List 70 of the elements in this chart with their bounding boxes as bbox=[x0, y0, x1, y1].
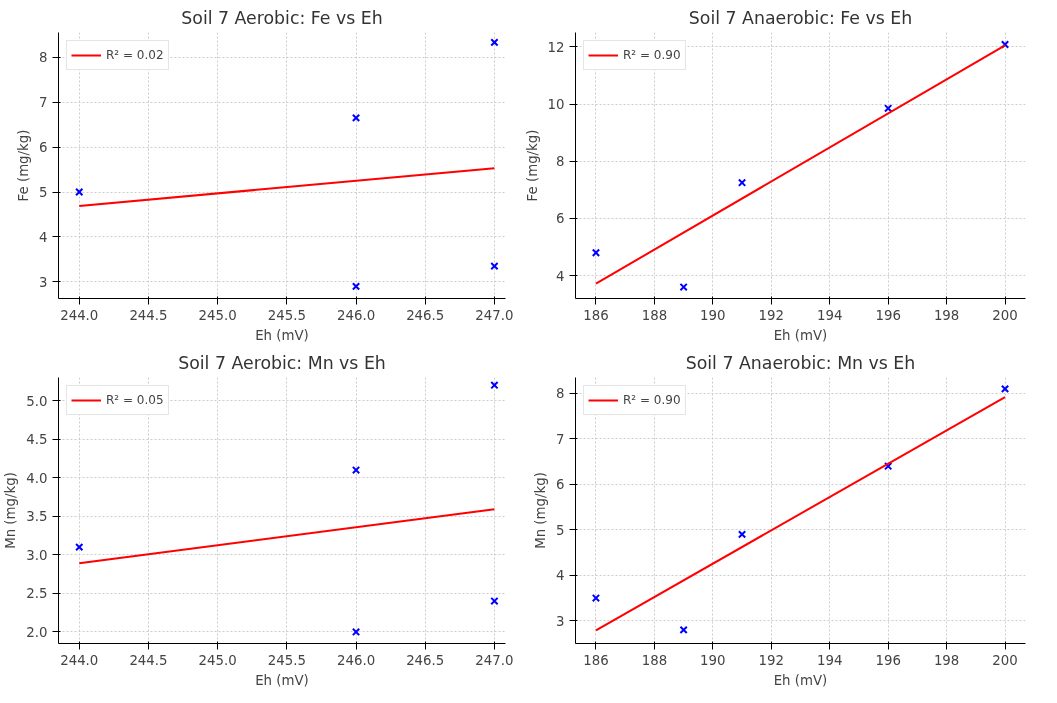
y-tick-label: 4 bbox=[39, 229, 48, 245]
y-tick-label: 6 bbox=[556, 211, 565, 227]
y-tick-label: 4 bbox=[556, 568, 565, 584]
y-axis-title: Mn (mg/kg) bbox=[3, 472, 19, 549]
x-tick-label: 194 bbox=[817, 307, 843, 323]
y-tick-label: 8 bbox=[556, 154, 565, 170]
x-tick-label: 244.0 bbox=[60, 307, 99, 323]
x-tick-label: 244.0 bbox=[60, 652, 99, 668]
x-tick-label: 247.0 bbox=[475, 307, 514, 323]
chart-title: Soil 7 Anaerobic: Fe vs Eh bbox=[688, 7, 913, 28]
chart-title: Soil 7 Aerobic: Mn vs Eh bbox=[178, 352, 386, 373]
x-tick-label: 196 bbox=[875, 652, 901, 668]
x-tick-label: 186 bbox=[583, 652, 609, 668]
legend-label: R² = 0.90 bbox=[623, 48, 681, 62]
x-tick-label: 194 bbox=[817, 652, 843, 668]
x-axis-title: Eh (mV) bbox=[255, 327, 309, 343]
y-tick-label: 3 bbox=[39, 274, 48, 290]
x-axis-title: Eh (mV) bbox=[255, 672, 309, 688]
legend-label: R² = 0.90 bbox=[623, 393, 681, 407]
x-tick-label: 196 bbox=[875, 307, 901, 323]
y-axis-title: Fe (mg/kg) bbox=[524, 129, 540, 202]
y-tick-label: 4 bbox=[556, 268, 565, 284]
x-tick-label: 200 bbox=[992, 652, 1018, 668]
x-tick-label: 246.0 bbox=[336, 307, 376, 323]
x-tick-label: 190 bbox=[700, 307, 726, 323]
x-tick-label: 190 bbox=[700, 652, 726, 668]
y-tick-label: 6 bbox=[556, 477, 565, 493]
x-tick-label: 200 bbox=[992, 307, 1018, 323]
y-tick-label: 5 bbox=[39, 185, 48, 201]
x-tick-label: 198 bbox=[933, 652, 960, 668]
x-tick-label: 188 bbox=[641, 307, 668, 323]
x-tick-label: 246.0 bbox=[336, 652, 376, 668]
y-tick-label: 4.0 bbox=[26, 470, 48, 486]
x-tick-label: 245.5 bbox=[267, 307, 306, 323]
y-tick-label: 8 bbox=[556, 386, 565, 402]
y-tick-label: 12 bbox=[547, 39, 565, 55]
y-tick-label: 3 bbox=[556, 613, 565, 629]
x-tick-label: 246.5 bbox=[406, 307, 445, 323]
y-tick-label: 7 bbox=[39, 95, 48, 111]
x-tick-label: 245.0 bbox=[198, 307, 237, 323]
chart-title: Soil 7 Anaerobic: Mn vs Eh bbox=[685, 352, 916, 373]
x-axis-title: Eh (mV) bbox=[773, 672, 828, 688]
y-tick-label: 7 bbox=[556, 431, 565, 447]
y-axis-title: Fe (mg/kg) bbox=[16, 129, 32, 202]
x-tick-label: 244.5 bbox=[129, 652, 168, 668]
x-tick-label: 186 bbox=[583, 307, 609, 323]
x-tick-label: 245.0 bbox=[198, 652, 237, 668]
chart-title: Soil 7 Aerobic: Fe vs Eh bbox=[181, 7, 383, 28]
x-tick-label: 244.5 bbox=[129, 307, 168, 323]
y-axis-title: Mn (mg/kg) bbox=[533, 472, 549, 549]
x-tick-label: 188 bbox=[641, 652, 668, 668]
y-tick-label: 3.5 bbox=[26, 509, 48, 525]
x-tick-label: 192 bbox=[758, 307, 785, 323]
x-tick-label: 247.0 bbox=[475, 652, 514, 668]
x-tick-label: 245.5 bbox=[267, 652, 306, 668]
legend-label: R² = 0.05 bbox=[106, 393, 164, 407]
y-tick-label: 2.5 bbox=[26, 586, 48, 602]
y-tick-label: 3.0 bbox=[26, 547, 48, 563]
y-tick-label: 5.0 bbox=[26, 393, 48, 409]
y-tick-label: 10 bbox=[547, 97, 565, 113]
y-tick-label: 6 bbox=[39, 140, 48, 156]
x-tick-label: 192 bbox=[758, 652, 785, 668]
x-tick-label: 198 bbox=[933, 307, 960, 323]
y-tick-label: 4.5 bbox=[26, 432, 48, 448]
x-tick-label: 246.5 bbox=[406, 652, 445, 668]
legend-label: R² = 0.02 bbox=[106, 48, 164, 62]
x-axis-title: Eh (mV) bbox=[773, 327, 828, 343]
y-tick-label: 2.0 bbox=[26, 624, 48, 640]
y-tick-label: 8 bbox=[39, 50, 48, 66]
y-tick-label: 5 bbox=[556, 522, 565, 538]
